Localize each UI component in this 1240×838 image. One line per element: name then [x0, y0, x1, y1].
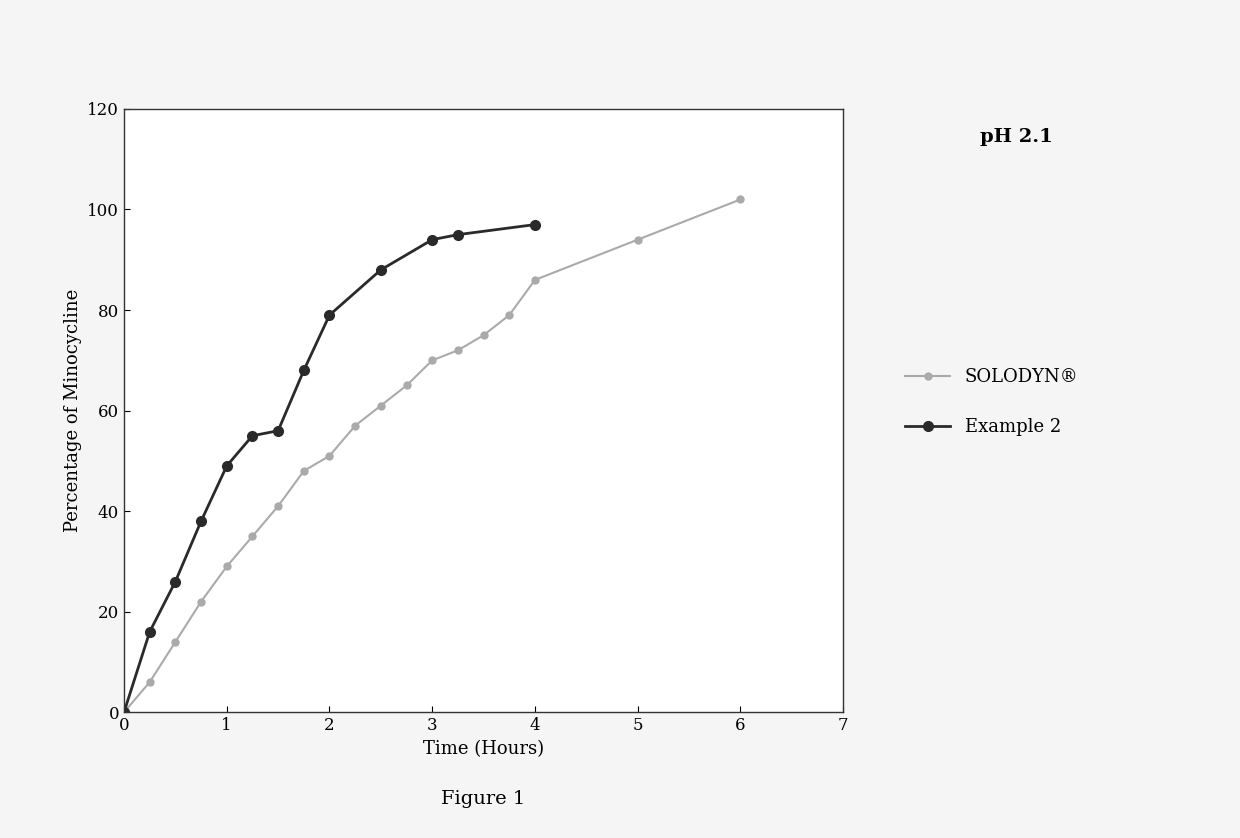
Example 2 — [296, 365, 311, 375]
SOLODYN® — [373, 401, 388, 411]
SOLODYN® — [246, 531, 260, 541]
SOLODYN® — [167, 637, 182, 647]
Example 2 — [143, 627, 157, 637]
SOLODYN® — [270, 501, 285, 511]
Line: Example 2: Example 2 — [119, 220, 539, 717]
SOLODYN® — [347, 421, 362, 431]
SOLODYN® — [219, 561, 234, 572]
Text: Figure 1: Figure 1 — [441, 790, 526, 809]
Example 2 — [450, 230, 465, 240]
Example 2 — [219, 461, 234, 471]
X-axis label: Time (Hours): Time (Hours) — [423, 740, 544, 758]
Example 2 — [270, 426, 285, 436]
SOLODYN® — [630, 235, 645, 245]
Legend: SOLODYN®, Example 2: SOLODYN®, Example 2 — [898, 361, 1086, 443]
SOLODYN® — [450, 345, 465, 355]
SOLODYN® — [296, 466, 311, 476]
SOLODYN® — [143, 677, 157, 687]
Example 2 — [117, 707, 131, 717]
SOLODYN® — [193, 597, 208, 607]
SOLODYN® — [527, 275, 542, 285]
SOLODYN® — [476, 330, 491, 340]
Example 2 — [193, 516, 208, 526]
Y-axis label: Percentage of Minocycline: Percentage of Minocycline — [63, 289, 82, 532]
Example 2 — [167, 577, 182, 587]
Example 2 — [527, 220, 542, 230]
Example 2 — [246, 431, 260, 441]
Example 2 — [373, 265, 388, 275]
SOLODYN® — [425, 355, 440, 365]
SOLODYN® — [502, 310, 517, 320]
Example 2 — [322, 310, 337, 320]
Line: SOLODYN®: SOLODYN® — [120, 196, 744, 716]
Example 2 — [425, 235, 440, 245]
Text: pH 2.1: pH 2.1 — [981, 128, 1053, 147]
SOLODYN® — [399, 380, 414, 391]
SOLODYN® — [117, 707, 131, 717]
SOLODYN® — [733, 194, 748, 204]
SOLODYN® — [322, 451, 337, 461]
